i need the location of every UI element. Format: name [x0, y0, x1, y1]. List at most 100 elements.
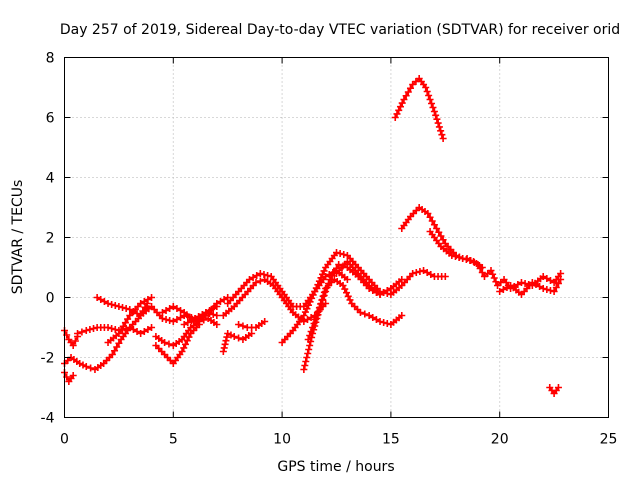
data-point	[213, 321, 221, 328]
data-point	[433, 115, 441, 123]
data-point	[264, 272, 272, 279]
data-point	[455, 254, 463, 261]
data-point	[115, 303, 123, 310]
data-point	[463, 255, 471, 262]
data-point	[79, 361, 87, 369]
data-point	[557, 270, 565, 277]
data-point	[301, 308, 309, 316]
data-point	[166, 317, 174, 324]
data-point	[402, 92, 410, 100]
data-point	[426, 96, 434, 103]
data-point	[261, 318, 269, 325]
data-point	[158, 309, 166, 316]
data-point	[437, 127, 445, 135]
data-point	[148, 294, 156, 301]
data-point	[124, 315, 132, 323]
data-point	[474, 261, 482, 268]
data-point	[227, 331, 235, 339]
data-point	[121, 319, 129, 327]
data-point	[97, 296, 105, 303]
data-point	[178, 348, 186, 355]
data-point	[372, 316, 380, 323]
data-point	[177, 307, 185, 314]
series-track-a	[61, 300, 151, 373]
data-point	[429, 104, 437, 111]
data-point	[539, 273, 547, 280]
data-point	[115, 339, 123, 347]
data-point	[301, 362, 309, 369]
data-point	[305, 346, 313, 353]
data-point	[393, 110, 401, 118]
data-point	[224, 330, 232, 337]
data-point	[398, 276, 406, 283]
data-point	[398, 312, 406, 319]
data-point	[346, 296, 354, 304]
data-point	[202, 309, 210, 316]
data-point	[74, 330, 82, 337]
data-point	[248, 330, 256, 337]
data-point	[425, 92, 433, 99]
data-point	[380, 319, 388, 326]
data-point	[119, 304, 127, 311]
series-track-c	[61, 369, 77, 385]
chart-title: Day 257 of 2019, Sidereal Day-to-day VTE…	[60, 22, 620, 38]
data-point	[438, 131, 446, 139]
data-point	[166, 305, 174, 312]
data-point	[220, 344, 228, 352]
data-point	[300, 366, 308, 373]
y-axis-label: SDTVAR / TECUs	[10, 180, 26, 295]
data-point	[400, 96, 408, 103]
data-point	[108, 301, 116, 308]
data-point	[490, 274, 498, 282]
x-tick-label: 25	[600, 432, 618, 448]
data-point	[557, 276, 565, 283]
data-point	[383, 320, 391, 327]
data-point	[439, 135, 447, 142]
data-point	[173, 305, 181, 312]
data-point	[420, 267, 428, 274]
data-point	[180, 321, 188, 328]
data-point	[133, 310, 141, 317]
y-tick-labels: -4 -2 0 2 4 6 8	[41, 51, 55, 427]
data-point	[140, 298, 148, 305]
data-point	[365, 312, 373, 319]
data-point	[404, 88, 412, 96]
data-point	[245, 276, 253, 283]
data-point	[256, 277, 264, 285]
data-point	[306, 332, 314, 339]
data-point	[311, 316, 319, 323]
data-point	[387, 285, 395, 292]
data-point	[71, 337, 79, 345]
data-point	[177, 314, 185, 321]
data-point	[435, 123, 443, 131]
data-point	[361, 310, 369, 318]
data-point	[369, 314, 377, 321]
series-track-h	[152, 321, 203, 367]
y-tick-label: 8	[46, 51, 55, 67]
data-point	[126, 324, 134, 331]
data-point	[309, 324, 317, 331]
data-point	[409, 270, 417, 277]
data-point	[307, 314, 315, 321]
data-point	[302, 358, 310, 365]
data-point	[133, 328, 141, 335]
data-point	[550, 288, 558, 295]
data-point	[230, 333, 238, 340]
data-point	[82, 363, 90, 370]
data-point	[428, 100, 436, 107]
data-point	[111, 302, 119, 309]
data-point	[137, 330, 145, 337]
data-point	[499, 286, 507, 293]
data-point	[320, 267, 328, 275]
data-point	[253, 272, 261, 279]
data-point	[343, 289, 351, 297]
series-track-q	[304, 276, 406, 343]
data-point	[432, 111, 440, 119]
data-point	[158, 315, 166, 322]
data-point	[423, 88, 431, 95]
series-track-o	[278, 249, 449, 346]
data-point	[162, 307, 170, 314]
data-point	[313, 312, 321, 319]
series-track-j	[180, 309, 221, 328]
data-point	[303, 316, 311, 323]
